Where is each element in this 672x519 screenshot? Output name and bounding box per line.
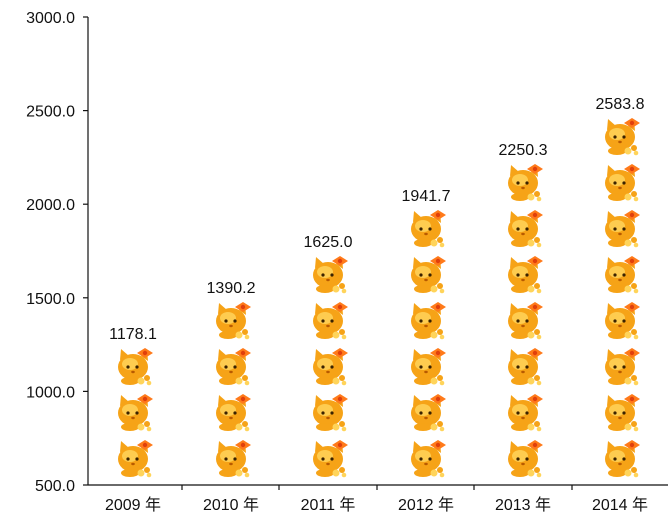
cat-face-icon [508,394,543,432]
bar-2012-年 [411,210,446,478]
data-label: 1390.2 [207,280,256,297]
cat-face-icon [118,440,153,478]
cat-face-icon [605,164,640,202]
y-tick-label: 1500.0 [26,291,75,308]
cat-face-icon [605,256,640,294]
data-label: 1941.7 [402,188,451,205]
cat-face-icon [216,302,251,340]
data-label: 1625.0 [304,234,353,251]
cat-face-icon [313,302,348,340]
bar-2009-年 [118,348,153,478]
bar-2010-年 [216,302,251,478]
cat-face-icon [605,210,640,248]
cat-face-icon [216,348,251,386]
data-label: 1178.1 [109,326,157,343]
cat-face-icon [411,394,446,432]
x-tick-label: 2013 年 [495,496,551,514]
y-tick-label: 500.0 [35,478,75,495]
cat-face-icon [508,302,543,340]
x-tick-label: 2011 年 [301,496,356,514]
cat-face-icon [508,440,543,478]
cat-face-icon [605,440,640,478]
y-tick-label: 2000.0 [26,197,75,214]
cat-face-icon [508,210,543,248]
data-label: 2583.8 [596,96,645,113]
cat-face-icon [313,348,348,386]
cat-face-icon [411,302,446,340]
data-label: 2250.3 [499,142,548,159]
y-tick-label: 2500.0 [26,104,75,121]
x-tick-label: 2010 年 [203,496,259,514]
cat-face-icon [605,348,640,386]
cat-face-icon [118,348,153,386]
cat-face-icon [508,164,543,202]
cat-face-icon [508,256,543,294]
x-tick-label: 2009 年 [105,496,161,514]
x-tick-label: 2012 年 [398,496,454,514]
cat-face-icon [605,302,640,340]
cat-face-icon [411,256,446,294]
cat-face-icon [605,394,640,432]
cat-face-icon [216,440,251,478]
cat-face-icon [313,440,348,478]
bar-2011-年 [313,256,348,478]
cat-face-icon [411,348,446,386]
cat-face-icon [118,394,153,432]
y-tick-label: 3000.0 [26,10,75,27]
x-tick-label: 2014 年 [592,496,648,514]
cat-face-icon [216,394,251,432]
y-tick-label: 1000.0 [26,384,75,401]
cat-face-icon [313,256,348,294]
cat-face-icon [313,394,348,432]
cat-face-icon [605,118,640,156]
cat-face-icon [411,440,446,478]
cat-face-icon [411,210,446,248]
bar-2014-年 [605,118,640,478]
bar-2013-年 [508,164,543,478]
cat-face-icon [508,348,543,386]
